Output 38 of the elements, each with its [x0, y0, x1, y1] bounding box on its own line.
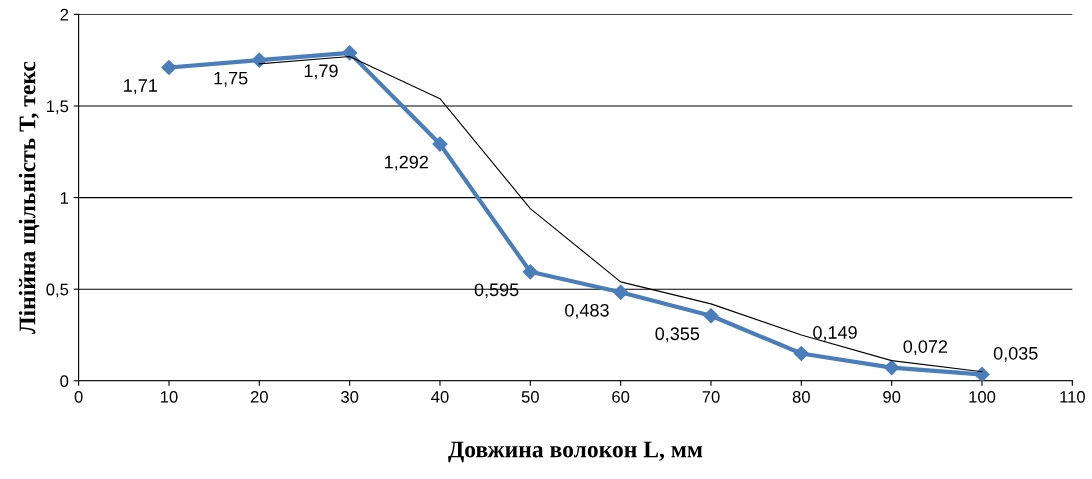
data-label: 1,71 [124, 79, 157, 95]
x-tick-label: 70 [702, 390, 720, 403]
data-label: 0,355 [655, 327, 700, 343]
x-tick-label: 0 [74, 390, 83, 403]
point [703, 308, 719, 324]
data-label: 1,79 [304, 64, 338, 80]
y-axis-title: Лінійна щільність Т, текс [18, 61, 40, 334]
point [522, 264, 538, 280]
x-tick-label: 110 [1060, 390, 1085, 403]
data-label: 1,292 [385, 155, 428, 171]
point [884, 360, 900, 376]
point [432, 136, 448, 152]
point [251, 52, 267, 68]
x-tick-label: 40 [431, 390, 449, 403]
data-label: 0,072 [903, 340, 948, 356]
x-tick-label: 10 [160, 390, 178, 403]
data-label: 0,483 [565, 303, 609, 319]
data-label: 0,149 [813, 326, 857, 341]
x-tick-label: 50 [521, 390, 539, 403]
x-axis-title: Довжина волокон L, мм [448, 441, 703, 463]
y-tick-label: 0,5 [46, 283, 69, 298]
y-tick-label: 2 [60, 8, 69, 21]
point [161, 59, 177, 76]
x-tick-label: 80 [792, 390, 810, 403]
x-tick-label: 20 [250, 390, 268, 403]
point [793, 345, 809, 362]
x-tick-label: 90 [883, 390, 901, 403]
y-tick-label: 1 [60, 192, 69, 204]
y-tick-label: 1,5 [47, 100, 69, 115]
point [613, 284, 629, 300]
x-tick-label: 60 [612, 390, 630, 403]
point [974, 366, 990, 381]
x-tick-label: 100 [969, 390, 996, 403]
data-label: 1,75 [214, 71, 248, 87]
x-tick-label: 30 [341, 390, 359, 403]
data-label: 0,035 [993, 346, 1038, 362]
point [342, 45, 358, 61]
y-tick-label: 0 [60, 375, 69, 388]
